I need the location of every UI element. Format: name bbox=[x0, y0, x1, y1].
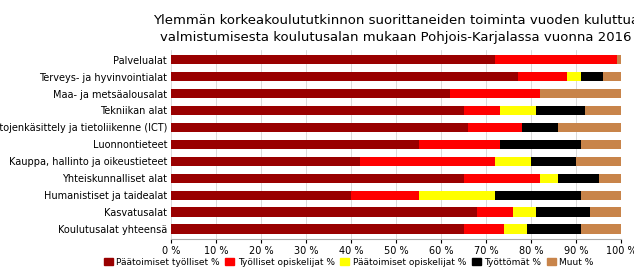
Bar bbox=[171, 55, 495, 64]
Bar bbox=[581, 224, 621, 234]
Bar bbox=[463, 224, 504, 234]
Bar bbox=[581, 140, 621, 149]
Bar bbox=[171, 224, 463, 234]
Bar bbox=[581, 191, 621, 200]
Bar bbox=[171, 72, 518, 81]
Bar bbox=[590, 207, 621, 217]
Bar bbox=[495, 55, 617, 64]
Bar bbox=[617, 55, 621, 64]
Bar bbox=[500, 106, 536, 115]
Bar bbox=[351, 191, 418, 200]
Bar bbox=[171, 207, 477, 217]
Bar bbox=[418, 191, 495, 200]
Legend: Päätoimiset työlliset %, Työlliset opiskelijat %, Päätoimiset opiskelijat %, Työ: Päätoimiset työlliset %, Työlliset opisk… bbox=[100, 254, 597, 271]
Bar bbox=[171, 174, 463, 183]
Bar bbox=[540, 174, 559, 183]
Bar bbox=[469, 123, 522, 132]
Bar bbox=[171, 157, 360, 166]
Bar bbox=[171, 123, 469, 132]
Bar bbox=[581, 72, 604, 81]
Title: Ylemmän korkeakoulututkinnon suorittaneiden toiminta vuoden kuluttua
valmistumis: Ylemmän korkeakoulututkinnon suorittanei… bbox=[153, 14, 634, 44]
Bar bbox=[477, 207, 514, 217]
Bar bbox=[536, 207, 590, 217]
Bar bbox=[171, 140, 418, 149]
Bar bbox=[495, 157, 531, 166]
Bar bbox=[527, 224, 581, 234]
Bar bbox=[576, 157, 621, 166]
Bar bbox=[463, 174, 540, 183]
Bar bbox=[522, 123, 559, 132]
Bar bbox=[540, 89, 621, 98]
Bar bbox=[598, 174, 621, 183]
Bar bbox=[171, 89, 450, 98]
Bar bbox=[531, 157, 576, 166]
Bar bbox=[585, 106, 621, 115]
Bar bbox=[514, 207, 536, 217]
Bar bbox=[360, 157, 495, 166]
Bar bbox=[536, 106, 585, 115]
Bar bbox=[559, 123, 621, 132]
Bar bbox=[450, 89, 540, 98]
Bar bbox=[604, 72, 621, 81]
Bar bbox=[495, 191, 581, 200]
Bar bbox=[171, 191, 351, 200]
Bar bbox=[559, 174, 598, 183]
Bar bbox=[463, 106, 500, 115]
Bar bbox=[418, 140, 500, 149]
Bar bbox=[567, 72, 581, 81]
Bar bbox=[500, 140, 581, 149]
Bar bbox=[171, 106, 463, 115]
Bar bbox=[518, 72, 567, 81]
Bar bbox=[504, 224, 527, 234]
